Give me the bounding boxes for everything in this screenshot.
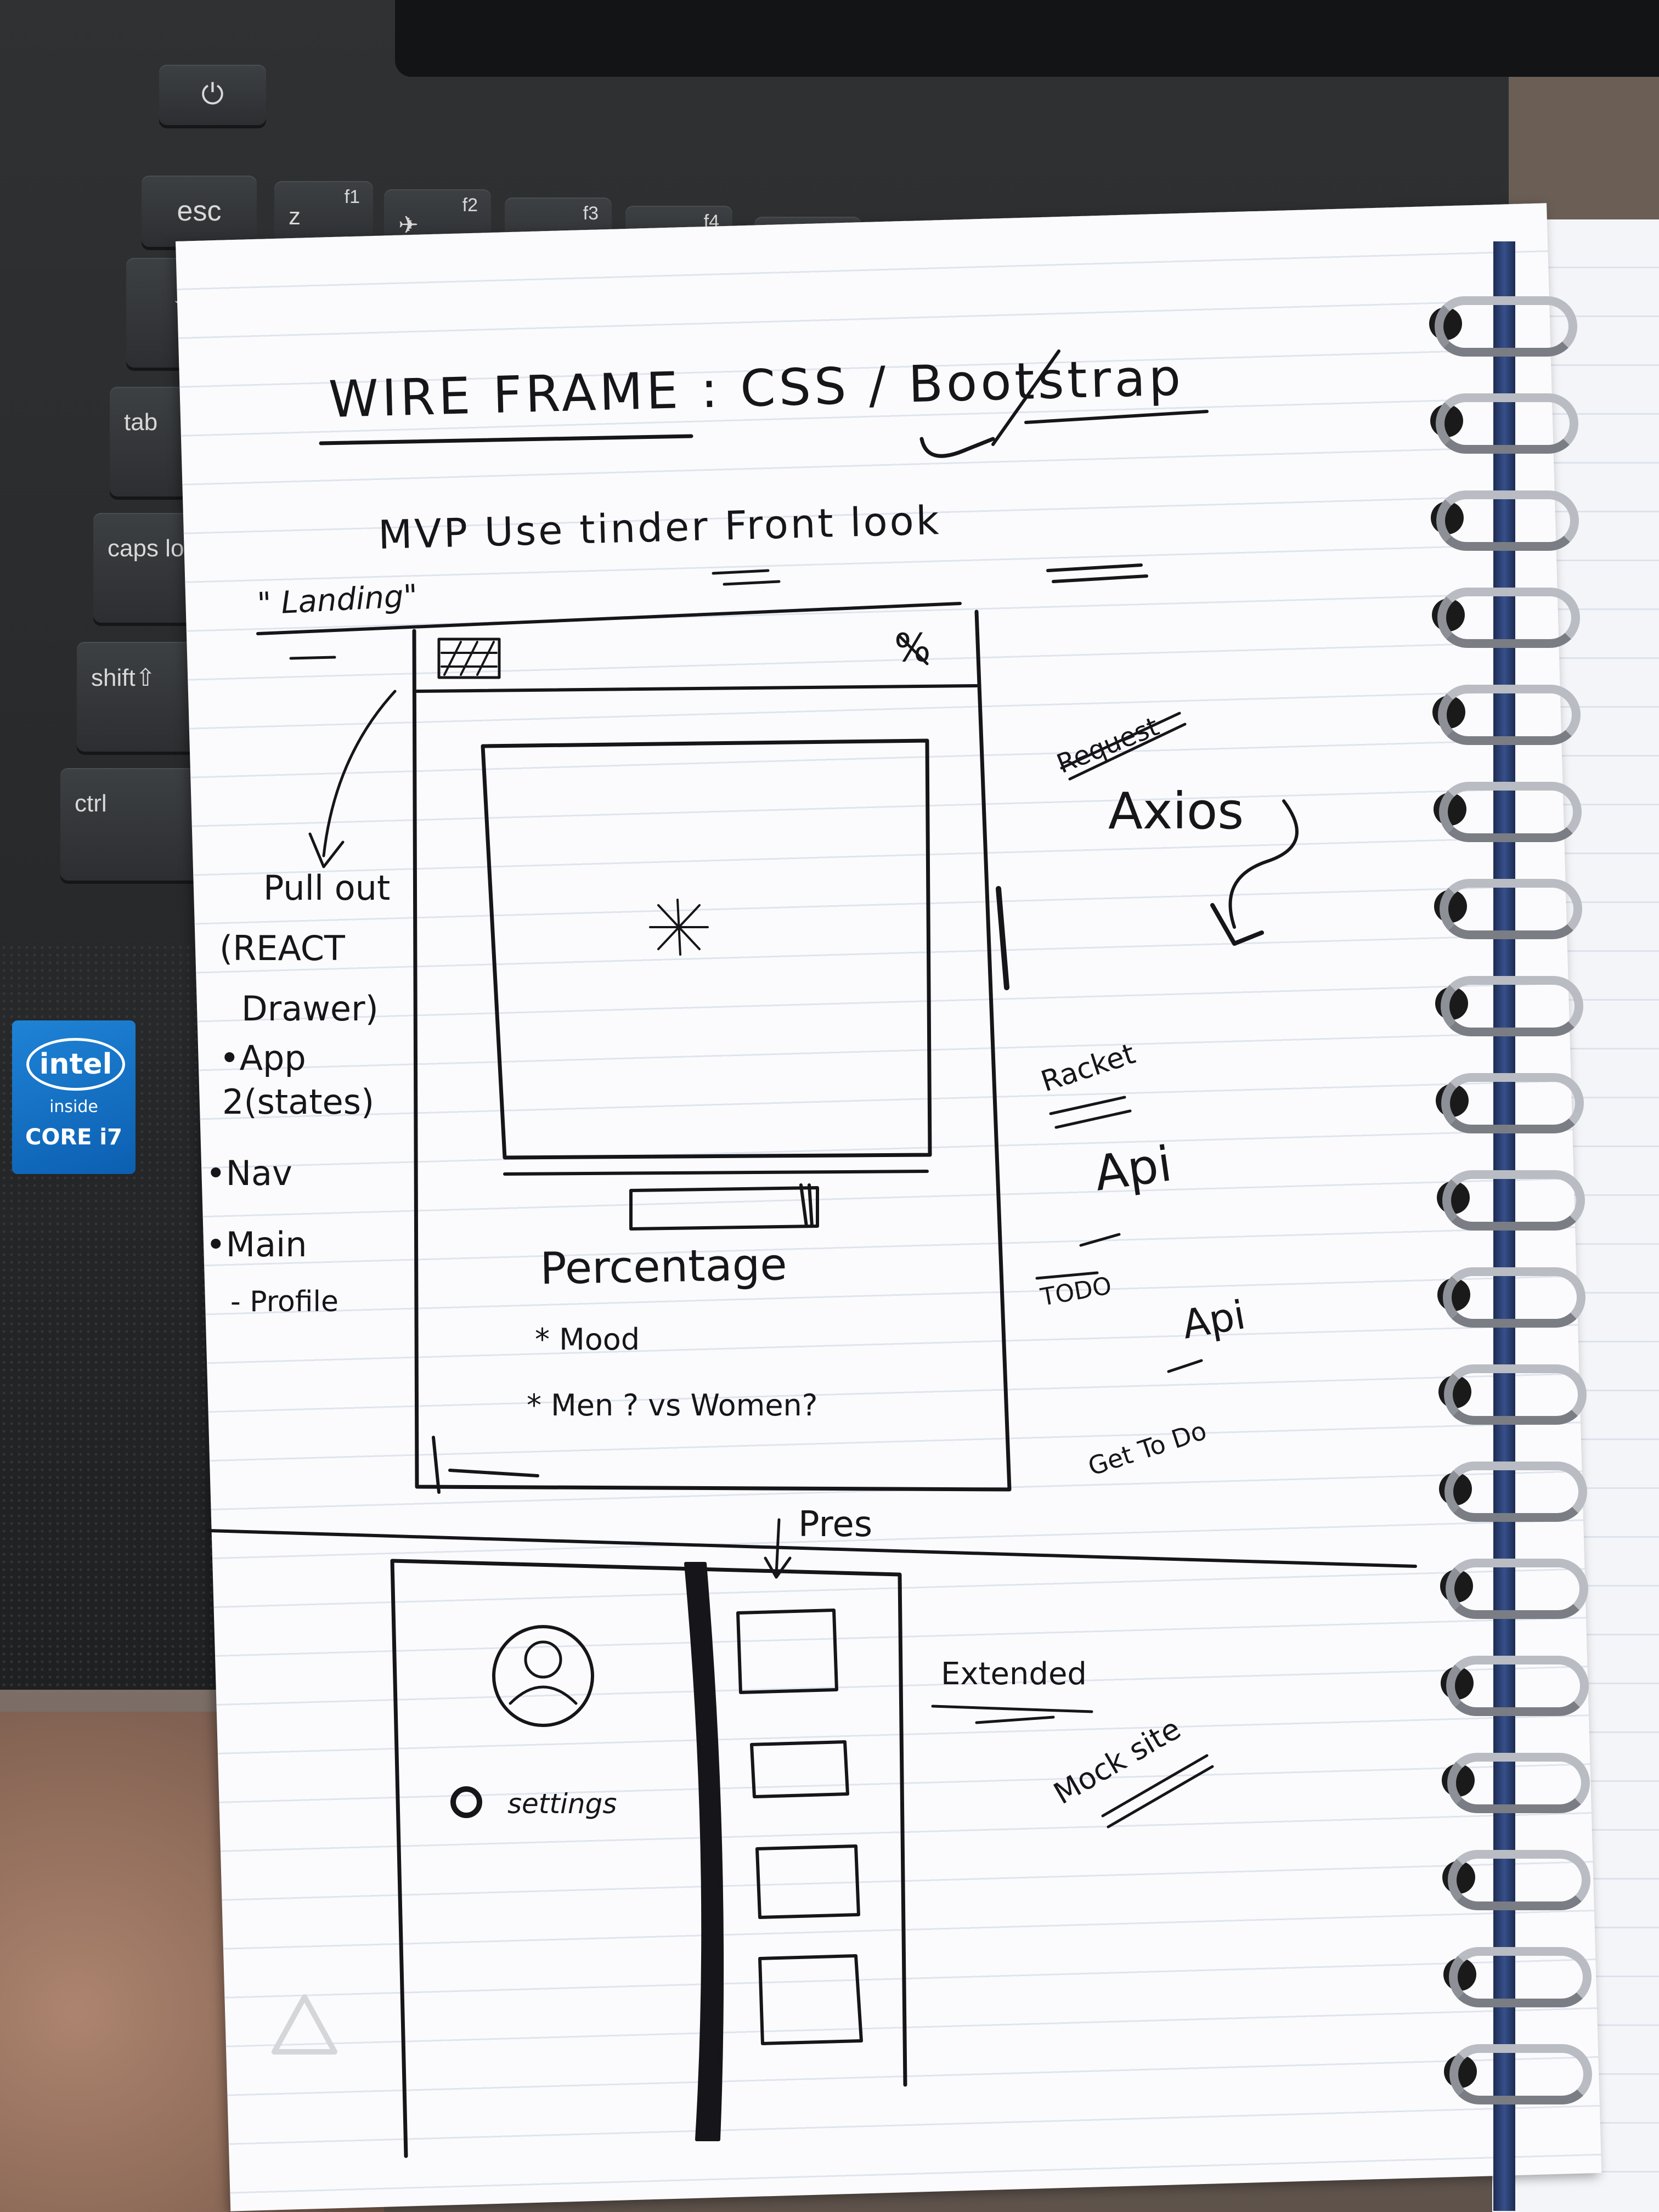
drawer-thumb-3: [755, 1844, 860, 1919]
percentage-block: Percentage * Mood * Men ? vs Women?: [527, 1239, 817, 1423]
card-button-sketch: [629, 1186, 819, 1231]
right-notes-line-7: Extended: [941, 1656, 1087, 1692]
right-notes-line-5: Api: [1178, 1291, 1249, 1348]
card-bottom-line: [503, 1170, 929, 1176]
key-ctrl[interactable]: ctrl: [60, 768, 203, 881]
key-label: z: [289, 203, 301, 230]
intel-core-i7-sticker: intel inside CORE i7: [12, 1020, 136, 1174]
landing-dash: [289, 656, 336, 660]
power-key[interactable]: ⏻: [159, 65, 266, 125]
key-fn-label: f1: [344, 187, 360, 207]
percent-mark: %: [894, 625, 931, 670]
left-notes-line-3: •App: [219, 1038, 306, 1078]
recycle-icon: [272, 1994, 337, 2055]
spiral-ring: [1449, 2044, 1592, 2104]
todo-underline: [1035, 1271, 1099, 1280]
phone-header-line: [415, 684, 978, 693]
left-notes-line-0: Pull out: [263, 868, 390, 908]
key-fn-label: f3: [583, 203, 599, 224]
intel-core-text: CORE i7: [25, 1125, 122, 1150]
extended-underline: [931, 1705, 1093, 1724]
spiral-ring: [1448, 1947, 1592, 2007]
drawer-thumb-1: [736, 1609, 838, 1694]
key-label: esc: [177, 195, 222, 227]
key-label: ctrl: [75, 790, 107, 817]
intel-logo: intel: [26, 1038, 125, 1091]
left-notes-line-5: •Nav: [206, 1153, 292, 1193]
slash-mark: [991, 349, 1060, 446]
pct-block-line-0: Percentage: [540, 1239, 788, 1294]
racket-underline: [1049, 1096, 1132, 1129]
left-notes-line-6: •Main: [206, 1224, 307, 1265]
key-fn-label: f2: [462, 195, 478, 216]
landing-divider: [256, 602, 962, 635]
landing-label: " Landing": [256, 578, 418, 622]
settings-gear-icon: [450, 1786, 482, 1818]
drawer-frame: [390, 1559, 907, 2158]
profile-avatar-icon: [492, 1625, 594, 1727]
mvp-line: MVP Use tinder Front look: [377, 497, 941, 558]
phone-edge-shade: [996, 886, 1009, 990]
look-underline: [1046, 563, 1148, 583]
bootstrap-arrow: [919, 437, 995, 458]
settings-label: settings: [507, 1788, 617, 1820]
right-notes-line-1: Axios: [1108, 782, 1244, 840]
section-divider: [207, 1529, 1417, 1568]
phone-frame: [412, 610, 1012, 1492]
menu-hatch-icon: [437, 637, 501, 679]
header-percent-slash: [898, 635, 929, 665]
title-underline: [319, 434, 693, 445]
intel-inside-text: inside: [49, 1097, 98, 1116]
right-notes-line-2: Racket: [1037, 1037, 1139, 1098]
request-underline: [1060, 712, 1187, 781]
card-asterisk-icon: [649, 899, 709, 956]
spiral-ring: [1440, 879, 1582, 939]
sketch-title: WIRE FRAME : CSS / Bootstrap: [328, 348, 1185, 429]
axios-arrow: [1228, 799, 1299, 929]
press-arrow: [764, 1518, 792, 1579]
right-notes-line-0: Request: [1053, 711, 1164, 780]
left-notes-line-7: - Profile: [230, 1285, 338, 1318]
key-label: shift⇧: [91, 664, 156, 691]
drawer-thumb-4: [758, 1954, 863, 2045]
pct-block-line-1: * Mood: [535, 1322, 640, 1357]
spiral-ring: [1441, 1073, 1584, 1133]
bootstrap-underline: [1024, 410, 1209, 424]
laptop-screen-bezel: [395, 0, 1659, 77]
swipe-card: [481, 738, 932, 1160]
key-esc[interactable]: esc: [142, 176, 257, 247]
drawer-thumb-2: [750, 1740, 849, 1798]
spiral-ring: [1442, 1170, 1585, 1231]
pct-block-line-2: * Men ? vs Women?: [527, 1388, 817, 1423]
key-label: tab: [124, 409, 158, 436]
right-notes-line-3: Api: [1091, 1135, 1175, 1202]
press-label: Pres: [798, 1504, 872, 1545]
left-notes-line-4: 2(states): [222, 1082, 374, 1122]
tinder-underline: [712, 569, 781, 586]
right-notes-line-8: Mock site: [1048, 1711, 1187, 1811]
spiral-ring: [1444, 1462, 1587, 1522]
left-notes-line-1: (REACT: [219, 928, 346, 968]
right-notes-line-6: Get To Do: [1085, 1415, 1210, 1481]
pullout-arrow: [322, 690, 397, 857]
power-icon: ⏻: [201, 78, 224, 111]
mock-site-underline: [1101, 1754, 1214, 1829]
drawer-edge: [684, 1562, 724, 2141]
left-notes-line-2: Drawer): [241, 989, 379, 1029]
